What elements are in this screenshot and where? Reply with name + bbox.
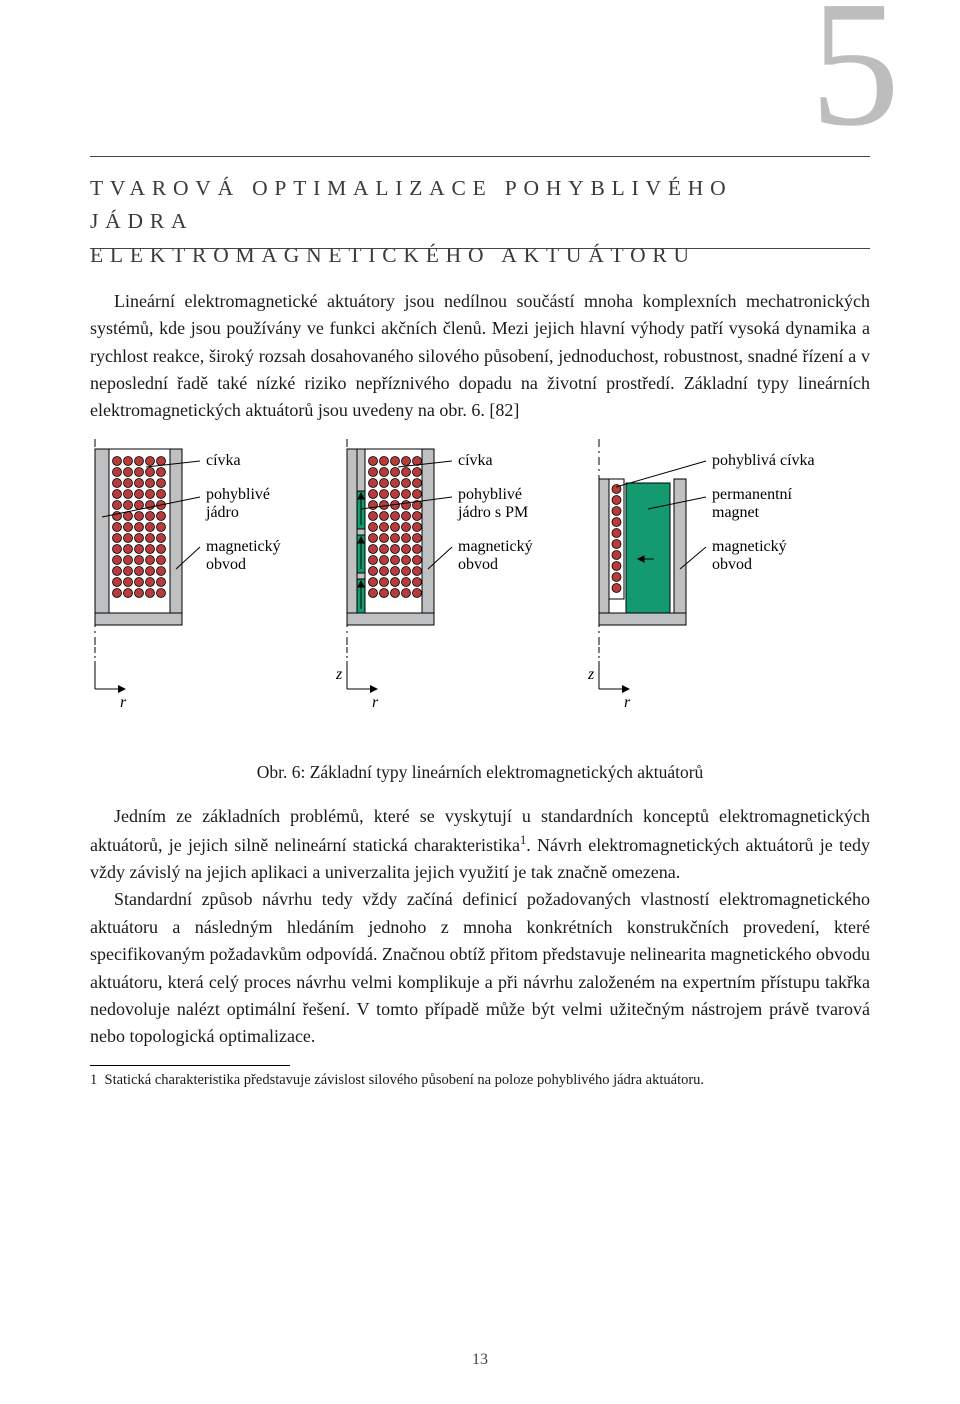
page: 5 TVAROVÁ OPTIMALIZACE POHYBLIVÉHO JÁDRA… bbox=[0, 0, 960, 1404]
label-c-obvod: magnetický obvod bbox=[712, 538, 791, 573]
paragraph-1: Lineární elektromagnetické aktuátory jso… bbox=[90, 288, 870, 425]
axis-z-c: z bbox=[587, 666, 595, 683]
label-a-jadro: pohyblivé jádro bbox=[205, 486, 274, 521]
paragraph-2: Jedním ze základních problémů, které se … bbox=[90, 803, 870, 886]
label-b-jadro: pohyblivé jádro s PM bbox=[457, 486, 528, 521]
label-a-civka: cívka bbox=[206, 452, 241, 469]
figure-6-svg: cívka pohyblivé jádro magnetický obvod bbox=[90, 439, 870, 749]
axis-r-b: r bbox=[372, 694, 379, 711]
figure-6-caption: Obr. 6: Základní typy lineárních elektro… bbox=[90, 759, 870, 786]
rule-top bbox=[90, 156, 870, 157]
actuator-c: pohyblivá cívka permanentní magnet magne… bbox=[587, 439, 815, 711]
chapter-title: TVAROVÁ OPTIMALIZACE POHYBLIVÉHO JÁDRA E… bbox=[90, 172, 840, 272]
body-text: Lineární elektromagnetické aktuátory jso… bbox=[90, 288, 870, 1090]
figure-6: cívka pohyblivé jádro magnetický obvod bbox=[90, 439, 870, 786]
axis-z-a: z bbox=[90, 666, 91, 683]
label-c-magnet: permanentní magnet bbox=[712, 486, 796, 521]
rule-bottom bbox=[90, 248, 870, 249]
actuator-a: cívka pohyblivé jádro magnetický obvod bbox=[90, 439, 285, 711]
footnote-rule bbox=[90, 1065, 290, 1066]
axis-r-a: r bbox=[120, 694, 127, 711]
chapter-title-line1: TVAROVÁ OPTIMALIZACE POHYBLIVÉHO JÁDRA bbox=[90, 176, 732, 233]
chapter-title-line2: ELEKTROMAGNETICKÉHO AKTUÁTORU bbox=[90, 243, 696, 267]
label-b-obvod: magnetický obvod bbox=[458, 538, 537, 573]
label-a-obvod: magnetický obvod bbox=[206, 538, 285, 573]
paragraph-3: Standardní způsob návrhu tedy vždy začín… bbox=[90, 886, 870, 1050]
footnote-text: Statická charakteristika představuje záv… bbox=[105, 1072, 705, 1088]
chapter-number: 5 bbox=[810, 0, 900, 154]
label-b-civka: cívka bbox=[458, 452, 493, 469]
footnote-marker: 1 bbox=[90, 1072, 97, 1088]
actuator-b: cívka pohyblivé jádro s PM magnetický ob… bbox=[335, 439, 537, 711]
axis-r-c: r bbox=[624, 694, 631, 711]
page-number: 13 bbox=[0, 1348, 960, 1372]
footnote-1: 1 Statická charakteristika představuje z… bbox=[90, 1070, 870, 1090]
axis-z-b: z bbox=[335, 666, 343, 683]
label-c-civka: pohyblivá cívka bbox=[712, 452, 815, 469]
